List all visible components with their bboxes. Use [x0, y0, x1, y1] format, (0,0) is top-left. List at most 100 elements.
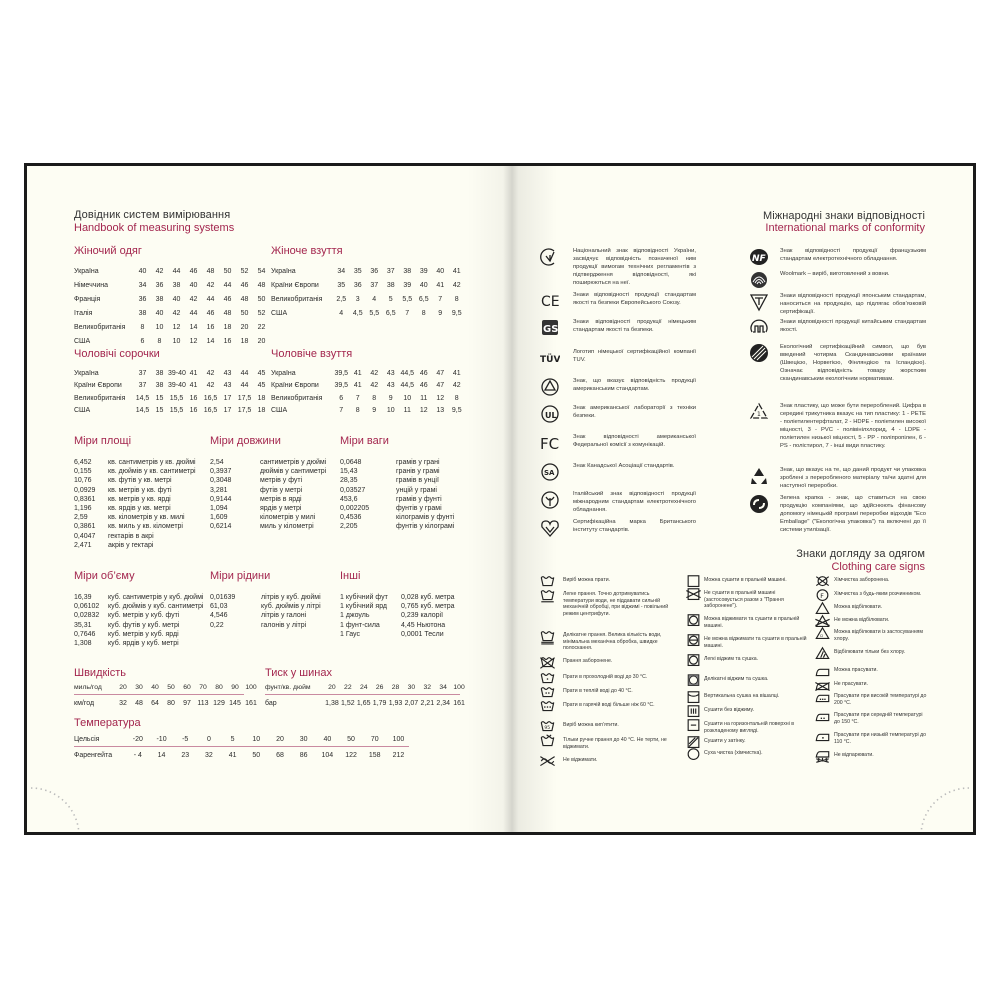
- conversion-list: 0,0648 грамів у грані 15,43 гранів у грамі 2…: [340, 458, 454, 532]
- cell-value: 161: [245, 700, 257, 707]
- conversion-value: 1 джоуль: [340, 612, 370, 620]
- cell-value: 39,5: [334, 370, 349, 377]
- conversion-value: 0,155: [74, 468, 92, 476]
- size-table-row: Великобританія 6 7 8 9 10 11 12 8: [271, 393, 465, 405]
- conversion-row: 0,4047 гектарів в акрі: [74, 532, 196, 541]
- cell-value: 42: [206, 382, 215, 390]
- conversion-row: 16,39 куб. сантиметрів у куб. дюймі: [74, 593, 203, 602]
- row-label: Італія: [74, 310, 93, 317]
- cell-value: 14: [157, 752, 166, 759]
- green-dot-icon: [749, 494, 769, 519]
- cell-value: 48: [257, 282, 266, 289]
- conversion-text: метрів в ярді: [260, 495, 302, 503]
- size-table-title: Жіноче взуття: [271, 245, 343, 257]
- cell-value: 80: [215, 684, 223, 691]
- conversion-row: 0,3937 дюймів у сантиметрі: [210, 467, 326, 476]
- cell-value: 16: [189, 394, 198, 402]
- conversion-text: гранів у грамі: [396, 468, 440, 476]
- cell-value: 46: [419, 370, 428, 377]
- conversion-text: кілограмів у фунті: [396, 514, 455, 522]
- cell-value: 34: [439, 684, 447, 691]
- cell-value: 8: [355, 406, 360, 414]
- conversion-value: 0,7646: [74, 630, 96, 638]
- conversion-title: Міри площі: [74, 435, 132, 447]
- line-table-row: Фаренгейта - 4 14 23 32 41 50 68 86 104 122 158 212: [74, 748, 410, 764]
- cell-value: - 4: [133, 752, 142, 759]
- cell-value: 20: [328, 684, 336, 691]
- cell-value: 48: [223, 310, 232, 317]
- cell-value: 52: [240, 268, 249, 275]
- cell-value: 43: [386, 370, 395, 377]
- cell-value: 40: [155, 310, 164, 317]
- cell-value: 17: [223, 394, 232, 402]
- conversion-value: 1 кубічний ярд: [340, 603, 388, 611]
- cell-value: 38: [386, 282, 395, 289]
- cell-value: 38: [155, 382, 164, 390]
- bleach-chlorine-icon: Cl: [815, 626, 830, 647]
- divider: [74, 694, 244, 695]
- cell-value: 18: [257, 394, 266, 402]
- left-page-title: Довідник систем вимірювання: [74, 209, 231, 221]
- conversion-title: Міри довжини: [210, 435, 281, 447]
- cell-value: 47: [436, 382, 445, 390]
- cell-value: 2,21: [420, 700, 435, 707]
- cell-value: 26: [375, 684, 384, 691]
- svg-text:CE: CE: [541, 294, 560, 310]
- row-label: Німеччина: [74, 282, 109, 289]
- cell-value: 16: [206, 324, 215, 331]
- conformity-description: Знаки відповідності продукції китайським…: [780, 319, 926, 333]
- row-label: США: [271, 310, 288, 317]
- imq-icon: [540, 490, 560, 515]
- conversion-row: 1,094 ярдів у метрі: [210, 504, 326, 513]
- cell-value: 35: [353, 268, 362, 275]
- size-table-row: Країни Європи 35 36 37 38 39 40 41 42: [271, 279, 465, 293]
- cell-value: 40: [172, 296, 181, 303]
- cell-value: 52: [257, 310, 266, 317]
- no-steam-icon: [815, 749, 830, 770]
- conversion-value: 0,4536: [340, 514, 362, 522]
- cell-value: 39-40: [168, 370, 186, 377]
- conversion-text: дюймів у сантиметрі: [260, 468, 327, 476]
- conversion-text: 4,45 Ньютона: [401, 621, 446, 629]
- conversion-text: кілометрів у милі: [260, 514, 316, 522]
- line-dry-icon: [686, 690, 701, 711]
- line-table-row: фунт/кв. дюйм 20 22 24 26 28 30 32 34 100: [265, 680, 467, 696]
- cell-value: 32: [423, 684, 432, 691]
- conversion-row: 1,308 куб. ярдів у куб. метрі: [74, 639, 203, 648]
- conformity-description: Екологічний сертифікаційний символ, що б…: [780, 344, 926, 382]
- conversion-value: 1,308: [74, 640, 92, 648]
- conversion-value: 0,002205: [340, 505, 370, 513]
- size-table-title: Жіночий одяг: [74, 245, 142, 257]
- cell-value: 24: [359, 684, 368, 691]
- svg-text:1: 1: [757, 411, 761, 418]
- conversion-value: 0,8361: [74, 495, 96, 503]
- plastic-recycle-1-icon: 1: [749, 402, 769, 427]
- conversion-text: куб. метрів у куб. ярді: [108, 630, 179, 638]
- cell-value: 17,5: [237, 394, 252, 402]
- size-table-title: Чоловіче взуття: [271, 348, 353, 360]
- wash-gentle-icon: [540, 588, 555, 609]
- cell-value: 43: [223, 382, 232, 390]
- care-description: Сушити у затінку.: [704, 738, 746, 744]
- conversion-list: 6,452 кв. сантиметрів у кв. дюймі 0,155 кв.…: [74, 458, 196, 550]
- cell-value: 46: [189, 268, 198, 275]
- cell-value: 5: [388, 296, 393, 303]
- cell-value: 4,5: [352, 310, 363, 317]
- care-description: Прасувати при високій температурі до 200…: [834, 693, 927, 706]
- cell-value: -20: [132, 736, 143, 743]
- conformity-description: Знак, що вказує відповідність продукції …: [573, 378, 696, 392]
- conversion-row: 2,59 кв. кілометрів у кв. милі: [74, 513, 196, 522]
- cell-value: 2,5: [336, 296, 347, 303]
- size-table-row: Україна 39,5 41 42 43 44,5 46 47 41: [271, 368, 465, 380]
- cell-value: 1,38: [325, 700, 339, 707]
- cell-value: 50: [252, 752, 261, 759]
- cell-value: 42: [370, 382, 379, 390]
- row-label: Фаренгейта: [74, 752, 113, 759]
- care-description: Не можна відбілювати.: [834, 617, 890, 623]
- conversion-text: куб. ярдів у куб. метрі: [108, 640, 179, 648]
- cell-value: 37: [370, 282, 379, 289]
- size-table-row: Франція 36 38 40 42 44 46 48 50: [74, 293, 270, 307]
- conversion-row: 1 джоуль 0,239 калорії: [340, 611, 455, 620]
- ce-icon: CE: [540, 291, 560, 316]
- cell-value: 44: [240, 382, 249, 390]
